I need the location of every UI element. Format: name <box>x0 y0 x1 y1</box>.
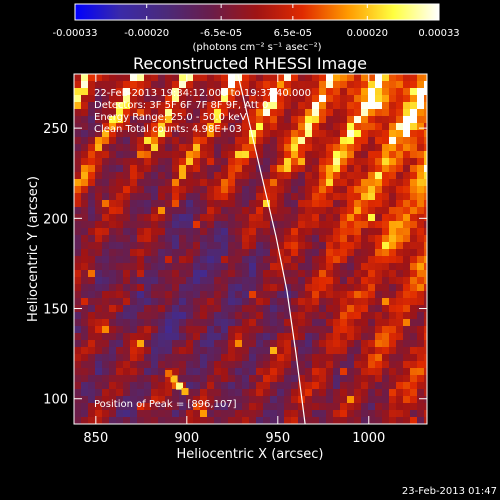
colorbar-tick-label: 0.00020 <box>347 28 388 39</box>
x-tick-label: 900 <box>174 431 199 446</box>
colorbar-ticks: -0.00033 -0.00020 -6.5e-05 6.5e-05 0.00020 0.… <box>53 4 460 39</box>
annotation-peak-position: Position of Peak = [896,107] <box>94 399 237 410</box>
colorbar-tick-label: 0.00033 <box>418 28 459 39</box>
colorbar-unit-label: (photons cm⁻² s⁻¹ asec⁻²) <box>192 42 321 53</box>
colorbar-tick-label: -0.00020 <box>124 28 169 39</box>
chart-title: Reconstructed RHESSI Image <box>133 54 367 73</box>
colorbar-tick-label: -0.00033 <box>53 28 98 39</box>
y-tick-label: 100 <box>43 393 68 408</box>
annotation-clean-counts: Clean Total counts: 4.98E+03 <box>94 124 242 135</box>
y-tick-label: 200 <box>43 212 68 227</box>
y-axis-ticks: 100 150 200 250 <box>43 122 427 408</box>
x-axis-label: Heliocentric X (arcsec) <box>177 447 324 462</box>
x-axis-ticks: 850 900 950 1000 <box>83 74 385 446</box>
footer-timestamp: 23-Feb-2013 01:47 <box>401 486 497 497</box>
colorbar <box>74 3 440 21</box>
x-tick-label: 850 <box>83 431 108 446</box>
y-tick-label: 150 <box>43 303 68 318</box>
x-tick-label: 1000 <box>352 431 385 446</box>
y-tick-label: 250 <box>43 122 68 137</box>
plot-frame <box>73 73 428 425</box>
colorbar-tick-label: -6.5e-05 <box>200 28 242 39</box>
colorbar-tick-label: 6.5e-05 <box>274 28 312 39</box>
annotation-time-range: 22-Feb-2013 19:34:12.000 to 19:37:40.000 <box>94 88 311 99</box>
annotation-energy-range: Energy Range: 25.0 - 50.0 keV <box>94 112 247 123</box>
solar-limb-curve <box>237 74 306 424</box>
x-tick-label: 950 <box>265 431 290 446</box>
annotation-detectors: Detectors: 3F 5F 6F 7F 8F 9F, Att 0 <box>94 100 268 111</box>
y-axis-label: Heliocentric Y (arcsec) <box>26 176 41 322</box>
heatmap-cells <box>74 74 427 424</box>
